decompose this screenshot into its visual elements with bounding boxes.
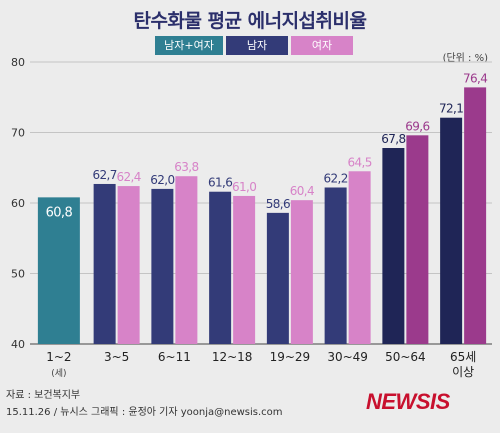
bar-male <box>440 117 463 344</box>
bar-female-label: 63,8 <box>174 160 198 174</box>
x-tick-label: 65세 이상 <box>449 350 477 379</box>
bar-male-label: 72,1 <box>439 102 463 116</box>
x-tick-label: 1~2 <box>46 350 72 364</box>
x-tick-sublabel: (세) <box>51 369 67 379</box>
legend-both: 남자+여자 <box>155 36 223 55</box>
credit-note: 15.11.26 / 뉴시스 그래픽 : 윤정아 기자 yoonja@newsi… <box>6 407 283 418</box>
y-tick-label: 40 <box>11 338 25 351</box>
bar-male <box>382 148 405 344</box>
bar-male-label: 67,8 <box>381 132 405 146</box>
bar-male-label: 62,0 <box>150 173 174 187</box>
bar-both-label: 60,8 <box>46 205 73 220</box>
x-tick-label: 6~11 <box>157 350 191 364</box>
x-tick-label: 12~18 <box>211 350 253 364</box>
bar-female-label: 64,5 <box>347 155 371 169</box>
bar-female <box>290 200 313 344</box>
bar-male <box>266 212 289 344</box>
bar-male-label: 62,2 <box>323 171 347 185</box>
newsis-logo: NEWSIS <box>366 389 450 414</box>
x-tick-label: 3~5 <box>103 350 130 364</box>
bar-male <box>151 188 174 344</box>
x-tick-label: 50~64 <box>385 350 426 364</box>
bar-female <box>406 135 429 344</box>
source-note: 자료 : 보건복지부 <box>6 390 81 401</box>
bar-both <box>37 197 80 344</box>
y-tick-label: 60 <box>11 197 25 210</box>
bar-female-label: 62,4 <box>116 170 140 184</box>
chart-title: 탄수화물 평균 에너지섭취비율 <box>133 10 367 32</box>
unit-label: (단위 : %) <box>442 53 488 64</box>
y-tick-label: 80 <box>11 56 25 69</box>
bar-female <box>175 176 198 344</box>
bar-male-label: 58,6 <box>266 197 290 211</box>
bar-female-label: 60,4 <box>290 184 314 198</box>
bar-female <box>233 195 256 344</box>
bar-male-label: 61,6 <box>208 176 232 190</box>
bar-male <box>93 183 116 344</box>
x-tick-label: 19~29 <box>269 350 311 364</box>
bar-female <box>117 186 140 344</box>
legend-female: 여자 <box>291 36 353 55</box>
bar-male <box>324 187 347 344</box>
bar-female-label: 69,6 <box>405 119 429 133</box>
bar-female-label: 76,4 <box>463 71 487 85</box>
y-tick-label: 50 <box>11 268 25 281</box>
y-tick-label: 70 <box>11 127 25 140</box>
bar-female <box>464 87 487 344</box>
bar-female <box>348 171 371 344</box>
bar-female-label: 61,0 <box>232 180 256 194</box>
x-tick-label: 30~49 <box>327 350 368 364</box>
bar-male <box>209 191 232 344</box>
bar-male-label: 62,7 <box>92 168 116 182</box>
legend-male: 남자 <box>226 36 288 55</box>
